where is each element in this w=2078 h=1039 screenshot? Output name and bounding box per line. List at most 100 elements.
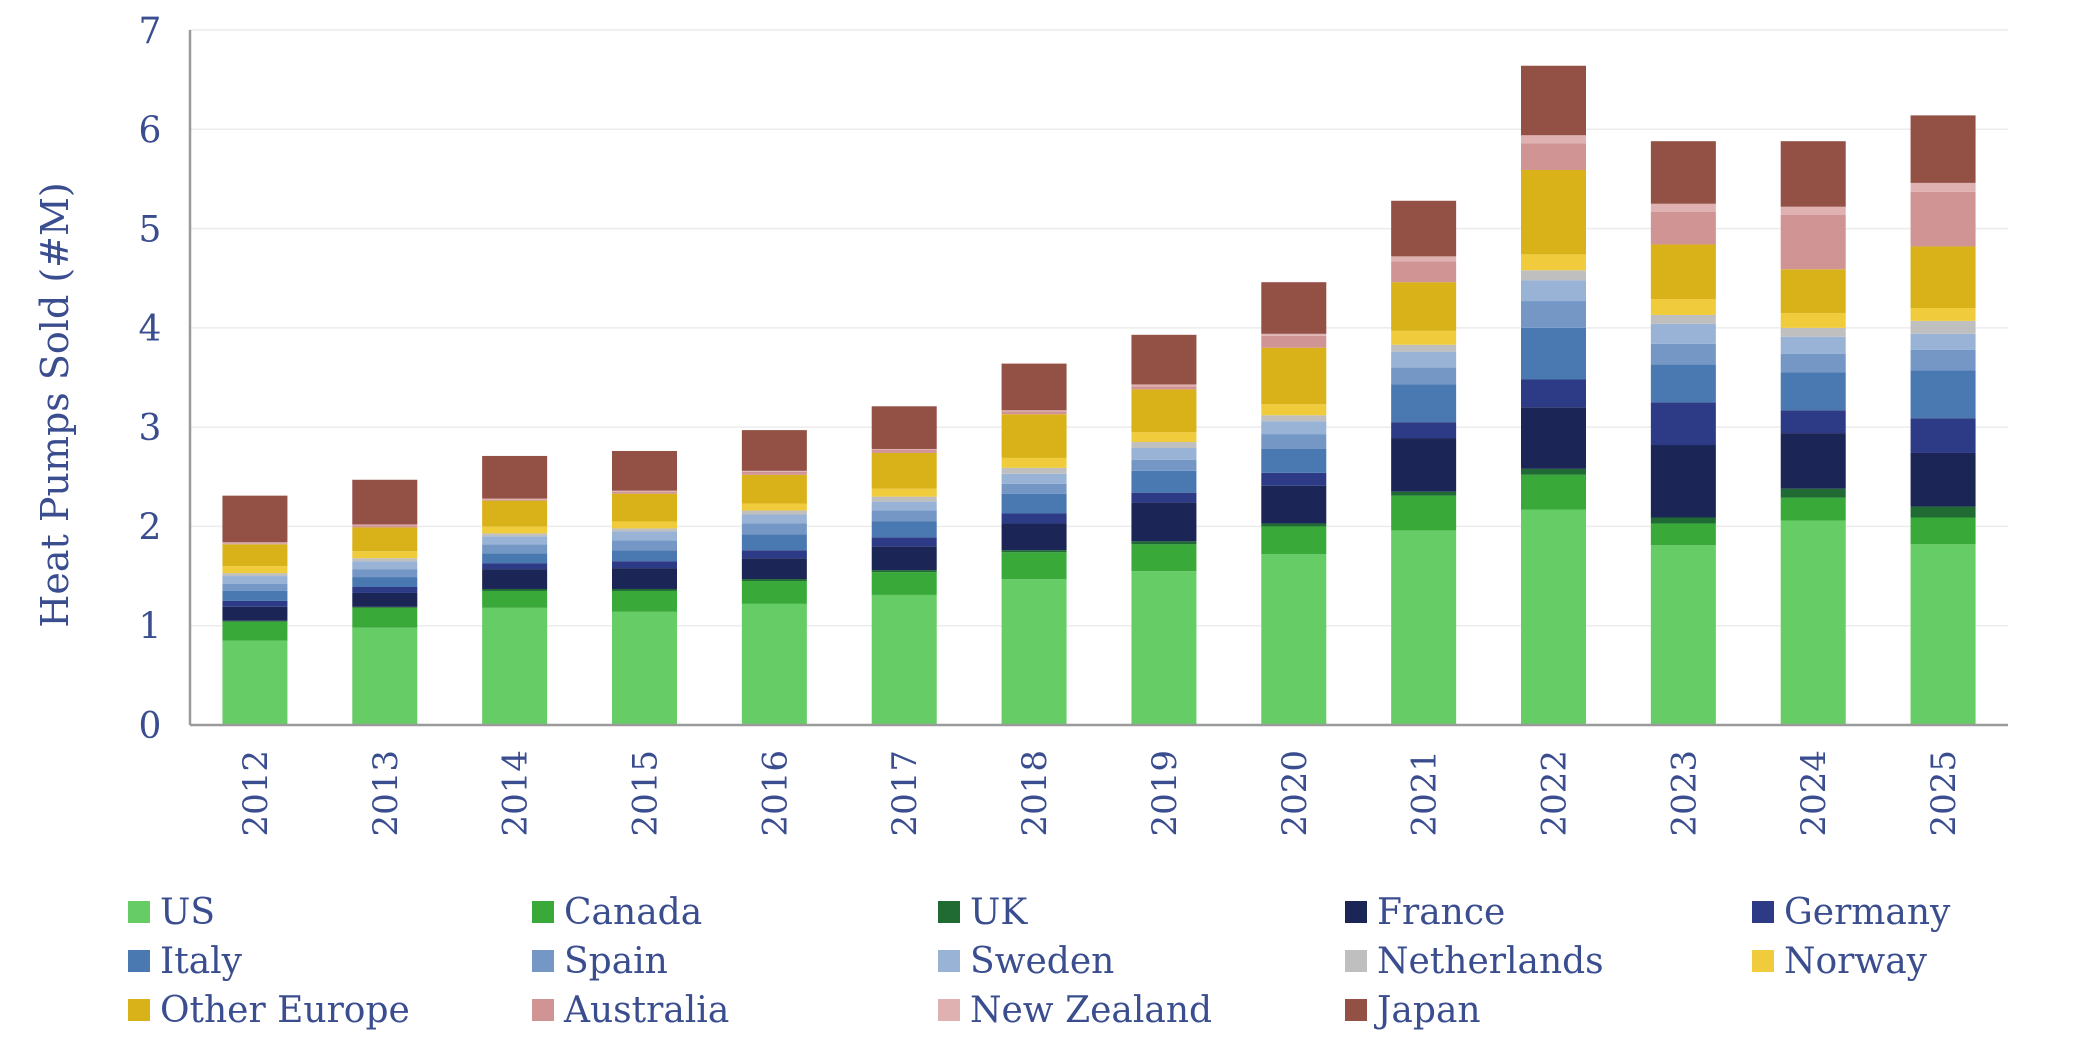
legend-item: Germany xyxy=(1752,892,1951,933)
bar-segment xyxy=(1780,497,1846,521)
bar-segment xyxy=(1780,433,1846,489)
x-tick-label: 2025 xyxy=(1924,750,1964,837)
bar-segment xyxy=(1910,333,1976,350)
bar-segment xyxy=(1131,544,1197,572)
bar-segment xyxy=(1521,280,1586,302)
bar-segment xyxy=(222,621,288,641)
bar-segment xyxy=(1131,470,1197,493)
bar-segment xyxy=(1001,579,1067,725)
y-tick-label: 1 xyxy=(139,607,162,648)
legend-swatch xyxy=(938,901,960,923)
x-tick-label: 2022 xyxy=(1535,750,1575,837)
bar-segment xyxy=(222,542,288,544)
y-tick-label: 5 xyxy=(139,210,162,251)
bars xyxy=(222,65,1976,725)
bar-segment xyxy=(1001,414,1067,458)
bar-segment xyxy=(612,588,677,591)
bar-segment xyxy=(1650,314,1716,324)
bar-segment xyxy=(1910,308,1976,321)
bar-segment xyxy=(222,576,288,585)
legend-label: France xyxy=(1377,892,1505,933)
bar-segment xyxy=(1131,541,1197,545)
bar-segment xyxy=(1780,372,1846,411)
legend-swatch xyxy=(1345,950,1367,972)
bar-segment xyxy=(1521,509,1586,725)
bar-segment xyxy=(222,640,288,725)
legend-swatch xyxy=(1752,901,1774,923)
bar-segment xyxy=(871,449,937,453)
bar-segment xyxy=(1001,411,1067,415)
bar-segment xyxy=(352,525,418,528)
bar-segment xyxy=(612,450,677,491)
bar-segment xyxy=(1001,473,1067,484)
bar-segment xyxy=(1261,404,1327,416)
bar-segment xyxy=(1521,270,1586,281)
bar-segment xyxy=(741,523,807,535)
bar-segment xyxy=(1261,472,1327,486)
bar-segment xyxy=(1391,495,1457,531)
bar-segment xyxy=(1521,143,1586,170)
bar-segment xyxy=(1521,474,1586,510)
bar-segment xyxy=(612,568,677,589)
bar-segment xyxy=(871,537,937,547)
bar-segment xyxy=(1910,418,1976,453)
legend-label: New Zealand xyxy=(970,990,1212,1031)
bar-segment xyxy=(1521,135,1586,144)
bar-segment xyxy=(1131,447,1197,460)
bar-segment xyxy=(1391,530,1457,725)
bar-segment xyxy=(741,510,807,515)
bar-segment xyxy=(612,528,677,532)
bar-segment xyxy=(352,479,418,525)
bar-segment xyxy=(1910,452,1976,507)
bar-segment xyxy=(1391,422,1457,439)
bar-segment xyxy=(352,607,418,628)
bar-segment xyxy=(222,590,288,601)
y-tick-label: 0 xyxy=(139,706,162,747)
bar-segment xyxy=(352,592,418,607)
x-tick-label: 2024 xyxy=(1794,750,1834,837)
bar-segment xyxy=(222,584,288,591)
x-tick-label: 2021 xyxy=(1405,750,1445,837)
bar-segment xyxy=(352,558,418,562)
bar-segment xyxy=(1131,502,1197,542)
bar-segment xyxy=(1780,312,1846,328)
bar-segment xyxy=(1131,442,1197,448)
bar-segment xyxy=(1910,191,1976,247)
bar-segment xyxy=(352,551,418,559)
x-tick-label: 2016 xyxy=(755,750,795,837)
bar-segment xyxy=(612,531,677,541)
bar-segment xyxy=(1521,169,1586,255)
x-tick-label: 2023 xyxy=(1664,750,1704,837)
bar-segment xyxy=(1780,353,1846,373)
legend-item: Spain xyxy=(532,941,668,982)
x-tick-label: 2015 xyxy=(626,750,666,837)
legend-swatch xyxy=(532,999,554,1021)
bar-segment xyxy=(871,448,937,450)
bar-segment xyxy=(741,430,807,471)
bar-segment xyxy=(1521,327,1586,380)
bar-segment xyxy=(1521,407,1586,469)
bar-segment xyxy=(871,496,937,502)
bar-segment xyxy=(352,577,418,587)
x-tick-label: 2014 xyxy=(496,750,536,837)
bar-segment xyxy=(1780,336,1846,354)
bar-segment xyxy=(741,503,807,511)
bar-segment xyxy=(1521,379,1586,408)
bar-segment xyxy=(1391,351,1457,368)
legend-label: Other Europe xyxy=(160,990,410,1031)
bar-segment xyxy=(1650,141,1716,204)
legend-swatch xyxy=(532,950,554,972)
legend-item: US xyxy=(128,892,215,933)
legend-swatch xyxy=(128,999,150,1021)
bar-segment xyxy=(1910,349,1976,371)
legend-item: Japan xyxy=(1345,990,1481,1031)
bar-segment xyxy=(1131,386,1197,390)
gridlines xyxy=(190,29,2008,627)
bar-segment xyxy=(1001,457,1067,468)
bar-segment xyxy=(1650,445,1716,518)
bar-segment xyxy=(1261,485,1327,524)
bar-segment xyxy=(222,606,288,621)
y-tick-label: 4 xyxy=(139,309,162,350)
bar-segment xyxy=(482,526,548,534)
y-axis-label: Heat Pumps Sold (#M) xyxy=(33,182,77,627)
